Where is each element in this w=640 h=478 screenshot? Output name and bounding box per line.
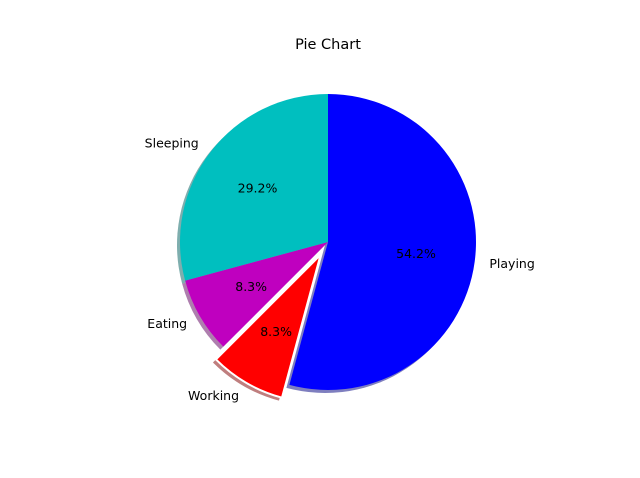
slice-pct-label-working: 8.3%	[260, 324, 292, 339]
slice-label-playing: Playing	[489, 256, 534, 271]
slice-pct-label-playing: 54.2%	[396, 246, 436, 261]
pie-slice-playing	[289, 94, 476, 390]
slice-layer	[180, 94, 476, 399]
slice-label-working: Working	[188, 388, 239, 403]
pie-slice-sleeping	[180, 94, 328, 281]
label-layer: Playing 54.2% Working 8.3% Eating 8.3% Sleepin…	[145, 136, 535, 404]
slice-label-sleeping: Sleeping	[145, 136, 199, 151]
pie-slice-eating	[185, 242, 328, 347]
slice-pct-label-sleeping: 29.2%	[238, 181, 278, 196]
slice-pct-label-eating: 8.3%	[235, 279, 267, 294]
pie-slice-working	[214, 251, 323, 399]
chart-title: Pie Chart	[295, 37, 361, 53]
slice-label-eating: Eating	[147, 316, 187, 331]
